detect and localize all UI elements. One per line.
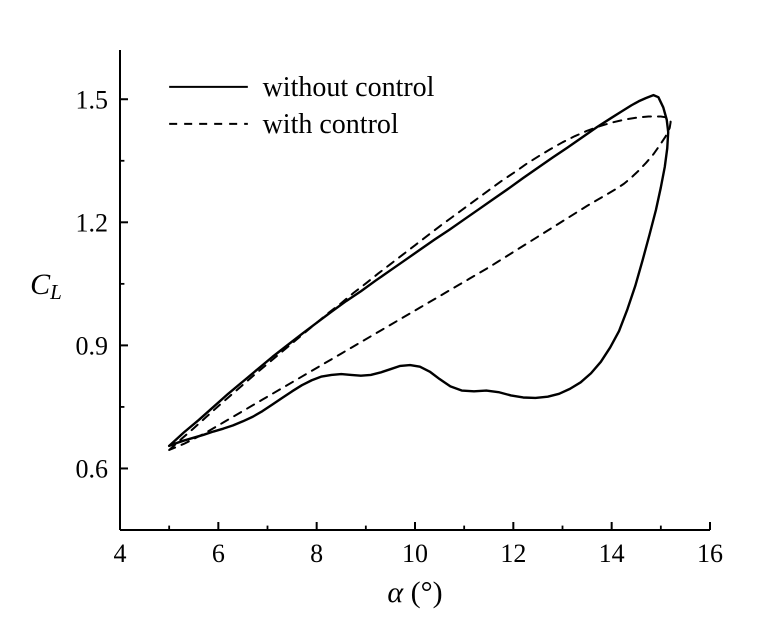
x-tick-label: 6 [212,539,225,568]
x-axis-label: α (°) [387,576,442,609]
y-tick-label: 1.2 [76,208,109,237]
series-without [169,95,668,446]
y-tick-label: 0.6 [76,455,109,484]
chart-container: 4 6 8 10 12 14 16 0.6 0.9 1.2 1.5 α (°) CL without co… [0,0,782,644]
x-tick-label: 12 [500,539,526,568]
x-tick-label: 16 [697,539,723,568]
y-tick-label: 0.9 [76,331,109,360]
legend-label-with: with control [263,109,399,140]
lift-hysteresis-chart: 4 6 8 10 12 14 16 0.6 0.9 1.2 1.5 α (°) CL without co… [0,0,782,644]
x-tick-label: 8 [310,539,323,568]
x-tick-label: 14 [599,539,625,568]
x-tick-label: 10 [402,539,428,568]
legend-label-without: without control [263,72,435,103]
x-tick-label: 4 [114,539,127,568]
y-axis-label: CL [30,268,62,304]
y-tick-label: 1.5 [76,85,109,114]
series-with [169,116,671,450]
